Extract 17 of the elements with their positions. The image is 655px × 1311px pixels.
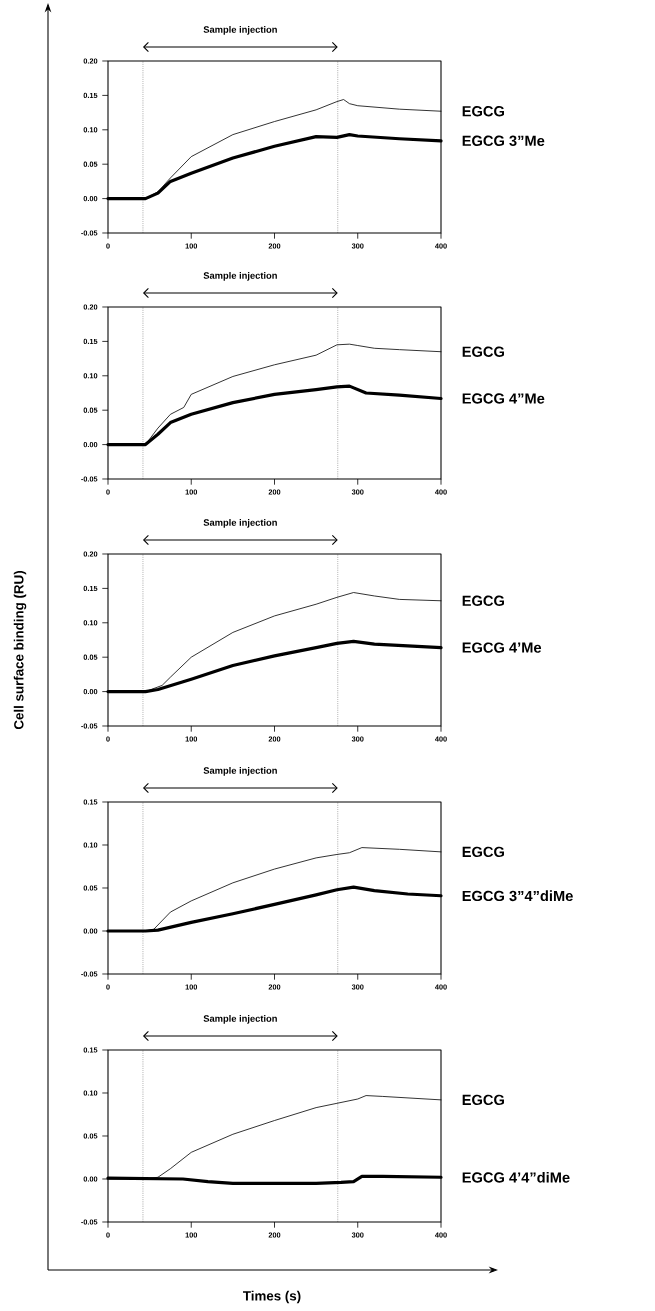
- series-label: EGCG 4’Me: [462, 642, 542, 653]
- series-label: EGCG 3”Me: [462, 135, 545, 147]
- series-label: EGCG 3”4”diMe: [462, 890, 573, 902]
- text: Sample injection: [203, 25, 277, 35]
- text: Sample injection: [203, 766, 277, 776]
- series-label: EGCG: [462, 595, 504, 606]
- y-axis-title: Cell surface binding (RU): [13, 571, 27, 730]
- x-axis-title: Times (s): [243, 1290, 301, 1304]
- series-label: EGCG: [462, 1094, 504, 1106]
- series-label: EGCG: [462, 106, 504, 117]
- series-label: EGCG: [462, 846, 504, 858]
- text: Sample injection: [203, 1014, 277, 1024]
- series-label: EGCG 4’4”diMe: [462, 1171, 570, 1183]
- series-label: EGCG: [462, 346, 504, 357]
- text: Sample injection: [203, 518, 277, 528]
- series-label: EGCG 4”Me: [462, 393, 545, 404]
- text: Sample injection: [203, 271, 277, 281]
